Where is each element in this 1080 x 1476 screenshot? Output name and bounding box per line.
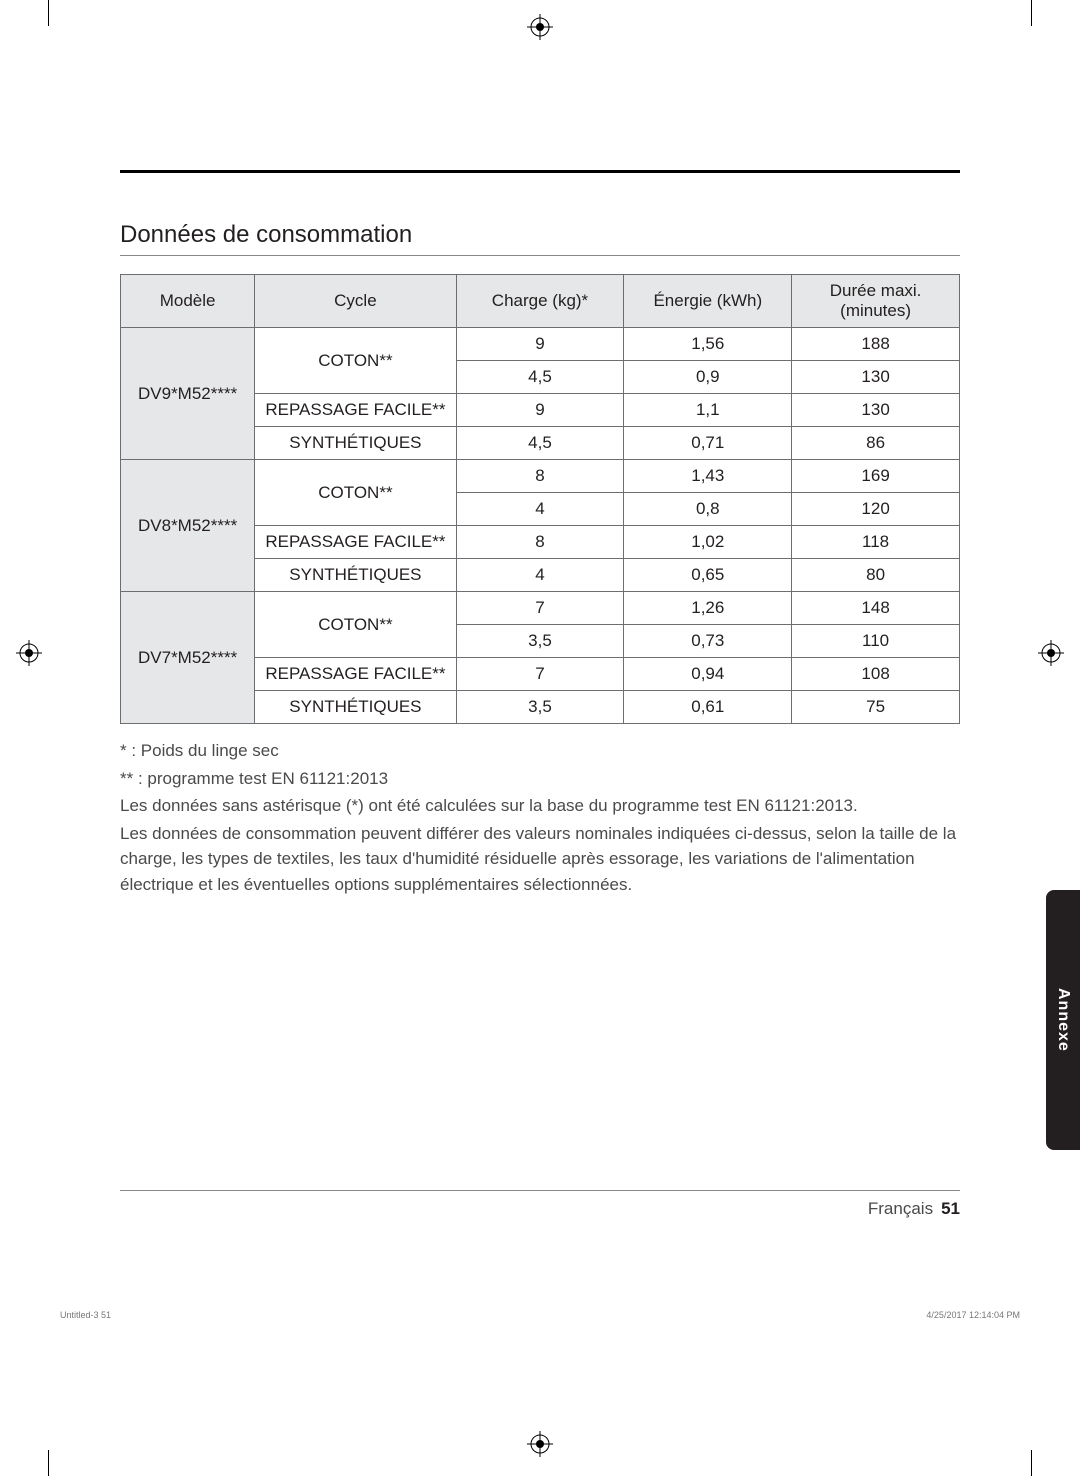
- energy-cell: 1,26: [624, 592, 792, 625]
- charge-cell: 3,5: [456, 691, 624, 724]
- col-model: Modèle: [121, 275, 255, 328]
- duration-cell: 118: [792, 526, 960, 559]
- top-rule: [120, 170, 960, 173]
- energy-cell: 1,43: [624, 460, 792, 493]
- energy-cell: 0,71: [624, 427, 792, 460]
- section-tab-label: Annexe: [1054, 988, 1072, 1052]
- charge-cell: 7: [456, 658, 624, 691]
- duration-cell: 110: [792, 625, 960, 658]
- table-row: DV9*M52****COTON**91,56188: [121, 328, 960, 361]
- cycle-cell: SYNTHÉTIQUES: [255, 559, 456, 592]
- energy-cell: 0,94: [624, 658, 792, 691]
- section-title: Données de consommation: [120, 221, 960, 256]
- note-line: ** : programme test EN 61121:2013: [120, 766, 960, 792]
- cycle-cell: COTON**: [255, 328, 456, 394]
- registration-mark-icon: [527, 1431, 553, 1462]
- energy-cell: 0,65: [624, 559, 792, 592]
- cycle-cell: COTON**: [255, 592, 456, 658]
- energy-cell: 0,61: [624, 691, 792, 724]
- crop-mark: [48, 0, 49, 26]
- consumption-table: Modèle Cycle Charge (kg)* Énergie (kWh) …: [120, 274, 960, 724]
- page-footer: Français 51: [120, 1190, 960, 1219]
- note-line: Les données sans astérisque (*) ont été …: [120, 793, 960, 819]
- charge-cell: 9: [456, 328, 624, 361]
- col-duration: Durée maxi. (minutes): [792, 275, 960, 328]
- duration-cell: 86: [792, 427, 960, 460]
- note-line: * : Poids du linge sec: [120, 738, 960, 764]
- footer-page-number: 51: [941, 1199, 960, 1219]
- duration-cell: 169: [792, 460, 960, 493]
- duration-cell: 148: [792, 592, 960, 625]
- crop-mark: [48, 1450, 49, 1476]
- fine-print-left: Untitled-3 51: [60, 1310, 111, 1320]
- charge-cell: 4: [456, 559, 624, 592]
- crop-mark: [1031, 0, 1032, 26]
- registration-mark-icon: [1038, 640, 1064, 671]
- duration-cell: 130: [792, 361, 960, 394]
- energy-cell: 1,56: [624, 328, 792, 361]
- duration-cell: 75: [792, 691, 960, 724]
- table-body: DV9*M52****COTON**91,561884,50,9130REPAS…: [121, 328, 960, 724]
- footer-language: Français: [868, 1199, 933, 1219]
- cycle-cell: SYNTHÉTIQUES: [255, 691, 456, 724]
- fine-print-right: 4/25/2017 12:14:04 PM: [926, 1310, 1020, 1320]
- energy-cell: 0,73: [624, 625, 792, 658]
- duration-cell: 80: [792, 559, 960, 592]
- page-content: Données de consommation Modèle Cycle Cha…: [120, 170, 960, 899]
- charge-cell: 9: [456, 394, 624, 427]
- note-line: Les données de consommation peuvent diff…: [120, 821, 960, 898]
- duration-cell: 130: [792, 394, 960, 427]
- charge-cell: 4,5: [456, 427, 624, 460]
- charge-cell: 4,5: [456, 361, 624, 394]
- col-energy: Énergie (kWh): [624, 275, 792, 328]
- duration-cell: 120: [792, 493, 960, 526]
- cycle-cell: SYNTHÉTIQUES: [255, 427, 456, 460]
- model-cell: DV8*M52****: [121, 460, 255, 592]
- cycle-cell: COTON**: [255, 460, 456, 526]
- model-cell: DV9*M52****: [121, 328, 255, 460]
- charge-cell: 7: [456, 592, 624, 625]
- col-cycle: Cycle: [255, 275, 456, 328]
- charge-cell: 4: [456, 493, 624, 526]
- registration-mark-icon: [527, 14, 553, 45]
- charge-cell: 8: [456, 526, 624, 559]
- model-cell: DV7*M52****: [121, 592, 255, 724]
- notes-block: * : Poids du linge sec** : programme tes…: [120, 738, 960, 897]
- charge-cell: 3,5: [456, 625, 624, 658]
- cycle-cell: REPASSAGE FACILE**: [255, 658, 456, 691]
- table-row: DV8*M52****COTON**81,43169: [121, 460, 960, 493]
- cycle-cell: REPASSAGE FACILE**: [255, 394, 456, 427]
- duration-cell: 188: [792, 328, 960, 361]
- charge-cell: 8: [456, 460, 624, 493]
- energy-cell: 0,9: [624, 361, 792, 394]
- crop-mark: [1031, 1450, 1032, 1476]
- table-row: DV7*M52****COTON**71,26148: [121, 592, 960, 625]
- cycle-cell: REPASSAGE FACILE**: [255, 526, 456, 559]
- fine-print: Untitled-3 51 4/25/2017 12:14:04 PM: [60, 1310, 1020, 1320]
- table-header: Modèle Cycle Charge (kg)* Énergie (kWh) …: [121, 275, 960, 328]
- energy-cell: 1,1: [624, 394, 792, 427]
- registration-mark-icon: [16, 640, 42, 671]
- energy-cell: 1,02: [624, 526, 792, 559]
- col-charge: Charge (kg)*: [456, 275, 624, 328]
- section-tab: Annexe: [1046, 890, 1080, 1150]
- energy-cell: 0,8: [624, 493, 792, 526]
- duration-cell: 108: [792, 658, 960, 691]
